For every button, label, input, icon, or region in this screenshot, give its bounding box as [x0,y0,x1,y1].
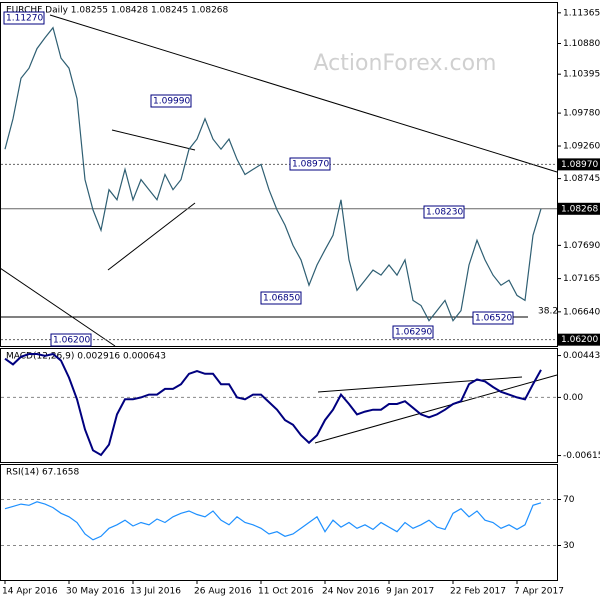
panel-title: RSI(14) 67.1658 [6,468,79,478]
trend-lines [0,14,558,444]
y-tick-label: 30 [563,541,575,551]
series-line [4,26,542,322]
annotation: 1.06850 [263,294,300,304]
trend-line [107,202,196,271]
annotation-box [3,11,45,25]
annotation: 1.06200 [53,336,90,346]
trend-line [49,14,558,173]
annotation-box [289,157,331,171]
level-label-bg [558,202,600,215]
trend-line [317,376,523,393]
y-tick-label: 1.10880 [563,39,600,49]
panel-title: MACD(12,26,9) 0.002916 0.000643 [6,352,166,362]
y-tick-label: 1.09260 [563,142,600,152]
series-line [4,501,542,541]
annotation: 1.06290 [395,328,432,338]
y-tick-label: 0.00 [563,393,583,403]
x-tick-label: 24 Nov 2016 [322,587,380,597]
x-tick-label: 7 Apr 2017 [514,587,564,597]
x-tick-label: 14 Apr 2016 [2,587,58,597]
watermark: ActionForex.com [314,51,497,76]
y-tick-label: 1.11365 [563,8,600,18]
price-panel [0,2,558,347]
y-tick-label: 1.09780 [563,109,600,119]
trend-line [314,374,558,444]
annotation: 1.11270 [6,14,43,24]
annotation-box [50,333,92,347]
y-tick-label: 1.08745 [563,174,600,184]
annotation-box [260,291,302,305]
y-tick-label: 1.06640 [563,307,600,317]
annotation-box [472,311,514,325]
x-tick-label: 26 Aug 2016 [194,587,252,597]
level-label: 1.06200 [561,335,598,345]
y-tick-label: 1.10395 [563,70,600,80]
x-tick-label: 30 May 2016 [66,587,125,597]
rsi-panel [0,464,558,581]
y-tick-label: 0.004435 [563,351,600,361]
level-label: 1.08268 [561,204,598,214]
panel-title: EURCHF,Daily 1.08255 1.08428 1.08245 1.0… [6,6,229,16]
macd-panel [0,348,558,463]
annotation-box [392,325,434,339]
level-label: 1.08970 [561,160,598,170]
x-tick-label: 11 Oct 2016 [258,587,314,597]
y-tick-label: 1.07690 [563,241,600,251]
x-tick-label: 13 Jul 2016 [130,587,181,597]
annotation: 38.2 [538,307,558,317]
trend-line [111,129,196,151]
trend-line [0,267,116,347]
level-label-bg [558,158,600,171]
x-tick-label: 9 Jan 2017 [386,587,434,597]
series-line [4,352,542,457]
annotation-box [423,205,465,219]
annotation: 1.09990 [153,97,190,107]
annotation: 1.08970 [292,160,329,170]
y-tick-label: 70 [563,495,575,505]
annotation: 1.06520 [475,314,512,324]
annotation-box [150,94,192,108]
level-label-bg [558,333,600,346]
annotation: 1.08230 [426,208,463,218]
y-tick-label: 1.07165 [563,274,600,284]
x-tick-label: 22 Feb 2017 [450,587,506,597]
y-tick-label: -0.006156 [563,451,600,461]
